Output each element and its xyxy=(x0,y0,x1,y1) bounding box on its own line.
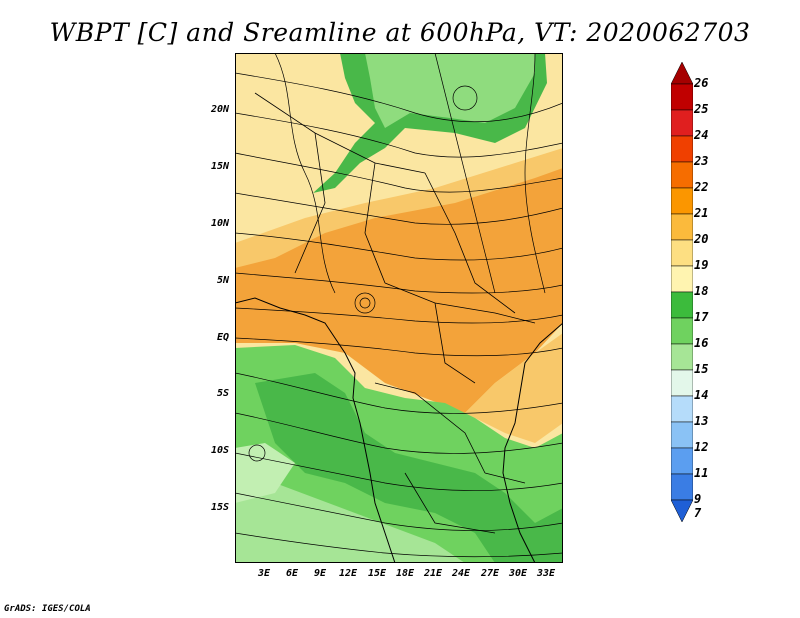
colorbar-segment xyxy=(671,369,693,397)
colorbar-label: 7 xyxy=(694,506,702,520)
chart-title: WBPT [C] and Sreamline at 600hPa, VT: 20… xyxy=(49,18,751,47)
lat-label: EQ xyxy=(216,332,229,343)
colorbar-label: 15 xyxy=(694,362,709,376)
colorbar-label: 18 xyxy=(694,284,709,298)
lat-label: 15N xyxy=(210,161,229,172)
colorbar-segment xyxy=(671,447,693,475)
streamlines xyxy=(235,53,563,558)
colorbar-label: 25 xyxy=(694,102,709,116)
south-pale-green-region xyxy=(235,473,465,563)
colorbar-segment xyxy=(671,265,693,293)
colorbar-segment xyxy=(671,421,693,449)
colorbar-segment xyxy=(671,109,693,137)
map-frame xyxy=(235,53,563,563)
colorbar-segment xyxy=(671,291,693,319)
light-orange-south xyxy=(465,333,563,443)
colorbar-segment xyxy=(671,135,693,163)
colorbar-label: 24 xyxy=(694,128,709,142)
lat-label: 20N xyxy=(210,104,229,115)
colorbar-label: 26 xyxy=(694,76,709,90)
lon-label: 3E xyxy=(257,568,271,579)
lon-label: 33E xyxy=(536,568,556,579)
colorbar-segment xyxy=(671,213,693,241)
lon-label: 6E xyxy=(285,568,299,579)
lon-label: 30E xyxy=(508,568,528,579)
colorbar-top-arrow xyxy=(671,62,693,85)
orange-band xyxy=(235,163,563,413)
lon-label: 24E xyxy=(451,568,471,579)
colorbar-segment xyxy=(671,395,693,423)
lon-label: 15E xyxy=(367,568,387,579)
lon-label: 27E xyxy=(480,568,500,579)
map-panel xyxy=(235,53,563,563)
colorbar-segment xyxy=(671,83,693,111)
southwest-pale-green-region xyxy=(235,443,295,503)
colorbar-label: 20 xyxy=(694,232,709,246)
colorbar-segment xyxy=(671,317,693,345)
colorbar xyxy=(671,62,693,523)
colorbar-segment xyxy=(671,239,693,267)
colorbar-label: 19 xyxy=(694,258,709,272)
colorbar-label: 11 xyxy=(694,466,709,480)
colorbar-label: 22 xyxy=(694,180,709,194)
lon-label: 21E xyxy=(423,568,443,579)
lat-label: 10S xyxy=(210,445,229,456)
colorbar-label: 23 xyxy=(694,154,709,168)
colorbar-segment xyxy=(671,187,693,215)
colorbar-label: 14 xyxy=(694,388,709,402)
colorbar-label: 17 xyxy=(694,310,709,324)
north-light-green-region xyxy=(365,53,535,128)
colorbar-label: 12 xyxy=(694,440,709,454)
lon-label: 12E xyxy=(338,568,358,579)
colorbar-label: 9 xyxy=(694,492,702,506)
south-dark-green-region xyxy=(255,373,563,563)
colorbar-segment xyxy=(671,473,693,501)
lon-label: 9E xyxy=(313,568,327,579)
lat-label: 15S xyxy=(210,502,229,513)
footer-credit: GrADS: IGES/COLA xyxy=(4,604,91,614)
colorbar-segment xyxy=(671,343,693,371)
lat-label: 10N xyxy=(210,218,229,229)
lat-label: 5N xyxy=(216,275,229,286)
colorbar-label: 16 xyxy=(694,336,709,350)
colorbar-label: 21 xyxy=(694,206,709,220)
colorbar-segment xyxy=(671,161,693,189)
lat-label: 5S xyxy=(216,388,229,399)
lon-label: 18E xyxy=(395,568,415,579)
light-orange-band xyxy=(235,148,563,268)
colorbar-bottom-arrow xyxy=(671,499,693,523)
colorbar-label: 13 xyxy=(694,414,709,428)
coastline xyxy=(235,297,396,563)
